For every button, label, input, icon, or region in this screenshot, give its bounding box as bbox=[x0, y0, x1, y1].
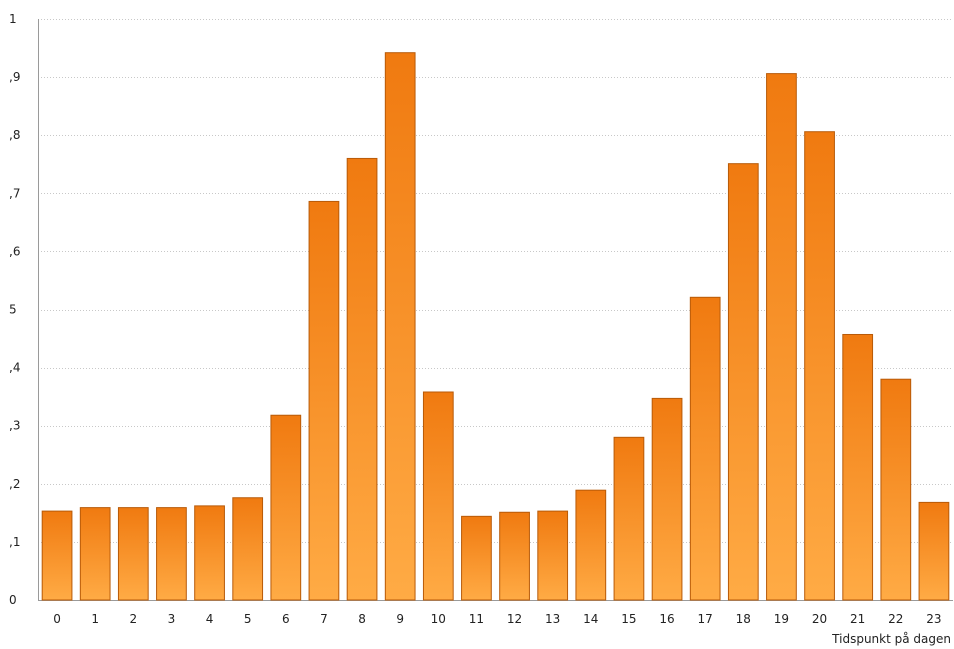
x-tick-labels: 0 1 2 3 4 5 6 7 8 9 10 11 12 13 14 15 16 17 18 19 20 21 22 23 bbox=[53, 612, 941, 626]
x-tick-label: 18 bbox=[736, 612, 751, 626]
x-tick-label: 22 bbox=[888, 612, 903, 626]
x-tick-label: 13 bbox=[545, 612, 560, 626]
y-tick-label: ,7 bbox=[9, 186, 20, 200]
y-tick-label: ,3 bbox=[9, 419, 20, 433]
y-tick-label: ,8 bbox=[9, 128, 20, 142]
x-tick-label: 8 bbox=[358, 612, 366, 626]
x-tick-label: 0 bbox=[53, 612, 61, 626]
x-tick-label: 11 bbox=[469, 612, 484, 626]
bar-hour-20 bbox=[804, 131, 835, 601]
x-tick-label: 3 bbox=[168, 612, 176, 626]
bar-hour-4 bbox=[194, 505, 225, 601]
bar-hour-7 bbox=[308, 200, 340, 601]
x-tick-label: 12 bbox=[507, 612, 522, 626]
bar-hour-9 bbox=[384, 52, 416, 601]
x-tick-label: 1 bbox=[91, 612, 99, 626]
y-tick-label: ,2 bbox=[9, 477, 20, 491]
bar-hour-14 bbox=[575, 489, 607, 601]
x-tick-label: 17 bbox=[698, 612, 713, 626]
bar-hour-5 bbox=[232, 497, 264, 601]
x-tick-label: 5 bbox=[244, 612, 252, 626]
bar-hour-8 bbox=[346, 157, 378, 601]
y-tick-label: 1 bbox=[9, 12, 17, 26]
x-axis-title: Tidspunkt på dagen bbox=[831, 632, 951, 646]
x-tick-label: 9 bbox=[396, 612, 404, 626]
bar-hour-10 bbox=[422, 391, 454, 601]
x-tick-label: 14 bbox=[583, 612, 598, 626]
bar-hour-22 bbox=[880, 378, 912, 601]
x-tick-label: 2 bbox=[129, 612, 137, 626]
x-tick-label: 6 bbox=[282, 612, 290, 626]
bar-hour-15 bbox=[613, 436, 645, 601]
y-tick-label: ,9 bbox=[9, 70, 20, 84]
x-tick-label: 15 bbox=[621, 612, 636, 626]
bar-hour-2 bbox=[117, 507, 149, 601]
x-tick-label: 21 bbox=[850, 612, 865, 626]
axes bbox=[38, 19, 953, 601]
x-tick-label: 4 bbox=[206, 612, 214, 626]
bar-hour-16 bbox=[651, 397, 683, 601]
x-tick-label: 23 bbox=[926, 612, 941, 626]
bar-hour-1 bbox=[79, 507, 111, 601]
bar-hour-21 bbox=[842, 333, 874, 601]
bar-hour-13 bbox=[537, 510, 569, 601]
x-tick-label: 20 bbox=[812, 612, 827, 626]
bar-hour-17 bbox=[689, 296, 721, 601]
x-tick-label: 7 bbox=[320, 612, 328, 626]
y-tick-label: 5 bbox=[9, 303, 17, 317]
y-tick-label: ,4 bbox=[9, 361, 20, 375]
bar-hour-11 bbox=[461, 515, 492, 601]
x-tick-label: 16 bbox=[659, 612, 674, 626]
bar-hour-0 bbox=[41, 510, 73, 601]
bar-hour-12 bbox=[499, 511, 530, 601]
y-tick-labels: 0 ,1 ,2 ,3 ,4 5 ,6 ,7 ,8 ,9 1 bbox=[9, 12, 20, 607]
bar-hour-18 bbox=[727, 163, 759, 601]
y-tick-label: ,1 bbox=[9, 535, 20, 549]
bars bbox=[41, 52, 950, 601]
x-tick-label: 19 bbox=[774, 612, 789, 626]
bar-hour-23 bbox=[918, 501, 950, 601]
bar-hour-6 bbox=[270, 414, 302, 601]
bar-hour-19 bbox=[766, 73, 797, 601]
y-tick-label: 0 bbox=[9, 593, 17, 607]
grid-lines bbox=[38, 19, 953, 543]
y-tick-label: ,6 bbox=[9, 244, 20, 258]
bar-hour-3 bbox=[156, 507, 187, 601]
x-tick-label: 10 bbox=[431, 612, 446, 626]
